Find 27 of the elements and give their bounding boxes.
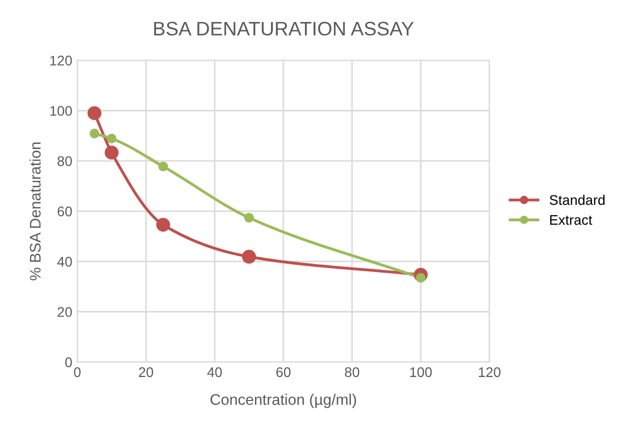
point — [104, 146, 119, 160]
y-tick-label: 60 — [58, 206, 72, 216]
point — [244, 212, 254, 223]
x-tick-label: 60 — [276, 367, 291, 378]
point — [90, 128, 100, 138]
legend-label: Standard — [550, 194, 605, 205]
y-tick-label: 0 — [65, 357, 72, 368]
point — [88, 106, 102, 120]
point — [106, 134, 116, 144]
point — [242, 250, 256, 264]
y-axis-title: % BSA Denaturation — [29, 142, 41, 280]
x-tick-label: 80 — [344, 367, 360, 378]
point — [158, 162, 168, 172]
x-tick-label: 20 — [138, 367, 154, 378]
y-tick-label: 20 — [58, 307, 72, 317]
chart-title: BSA DENATURATION ASSAY — [154, 22, 414, 36]
legend-label: Extract — [550, 215, 592, 225]
y-tick-label: 120 — [50, 56, 72, 66]
x-tick-label: 120 — [478, 367, 500, 378]
point — [156, 218, 170, 232]
y-tick-label: 40 — [57, 256, 72, 267]
y-tick-label: 100 — [50, 106, 72, 116]
x-axis-title: Concentration (µg/ml) — [210, 394, 356, 408]
x-tick-label: 100 — [410, 367, 432, 378]
x-tick-label: 0 — [74, 367, 81, 378]
x-tick-label: 40 — [207, 367, 222, 378]
y-tick-label: 80 — [58, 156, 72, 166]
